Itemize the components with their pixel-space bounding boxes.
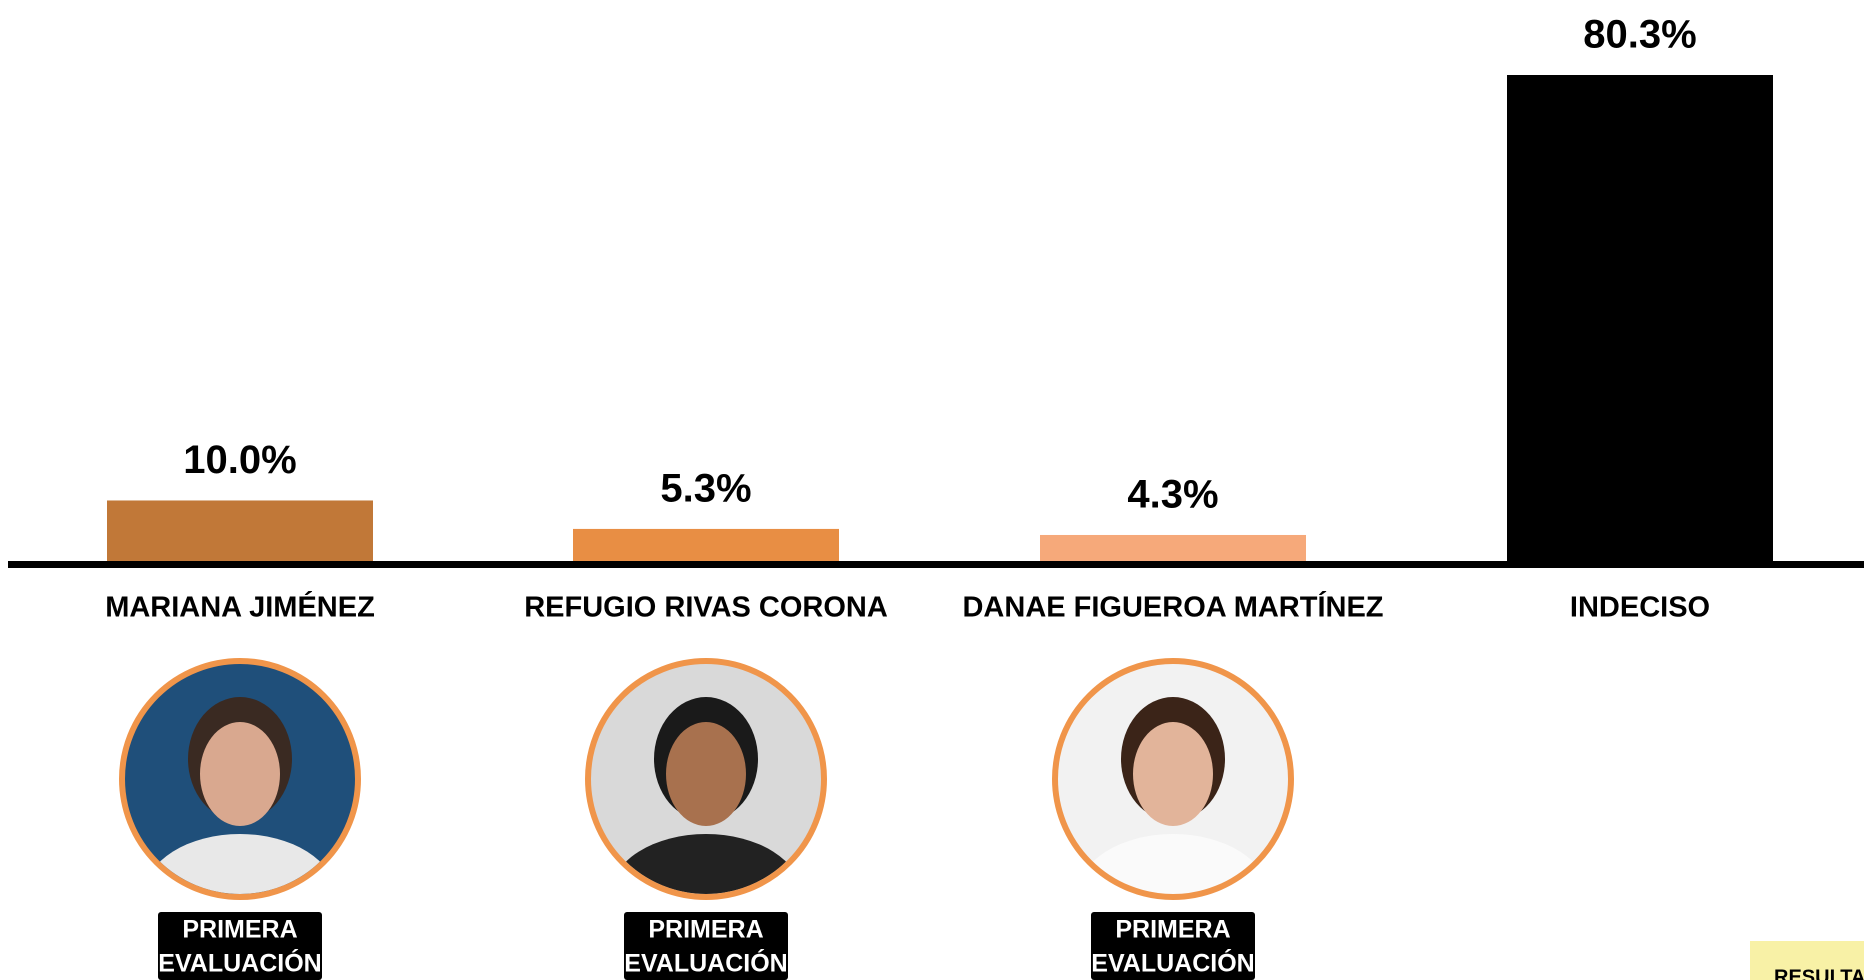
baseline (8, 561, 1864, 568)
photo-face (200, 722, 280, 826)
candidate-photo (1055, 661, 1291, 954)
bar (107, 500, 373, 561)
candidate-photo (122, 661, 358, 954)
value-label: 80.3% (1583, 13, 1696, 57)
badge-line: EVALUACIÓN (624, 948, 787, 978)
photo-face (666, 722, 746, 826)
bar (1040, 535, 1306, 561)
category-label: REFUGIO RIVAS CORONA (524, 592, 888, 624)
photo-face (1133, 722, 1213, 826)
category-label: INDECISO (1570, 592, 1710, 624)
category-label: MARIANA JIMÉNEZ (105, 590, 375, 624)
chart: RESULTAD 10.0% MARIANA JIMÉNEZ 5.3% REFUGIO… (0, 0, 1864, 980)
value-label: 4.3% (1127, 473, 1218, 517)
bar (573, 529, 839, 561)
badge-line: PRIMERA (1115, 916, 1230, 944)
category-label: DANAE FIGUEROA MARTÍNEZ (962, 590, 1383, 624)
badge-line: EVALUACIÓN (1091, 948, 1254, 978)
value-label: 10.0% (183, 438, 296, 482)
badge-line: PRIMERA (182, 916, 297, 944)
badge-line: EVALUACIÓN (158, 948, 321, 978)
badge-line: PRIMERA (648, 916, 763, 944)
candidate-photo (588, 661, 824, 954)
corner-tag: RESULTAD (1774, 966, 1864, 980)
value-label: 5.3% (660, 466, 751, 510)
bar (1507, 75, 1773, 561)
